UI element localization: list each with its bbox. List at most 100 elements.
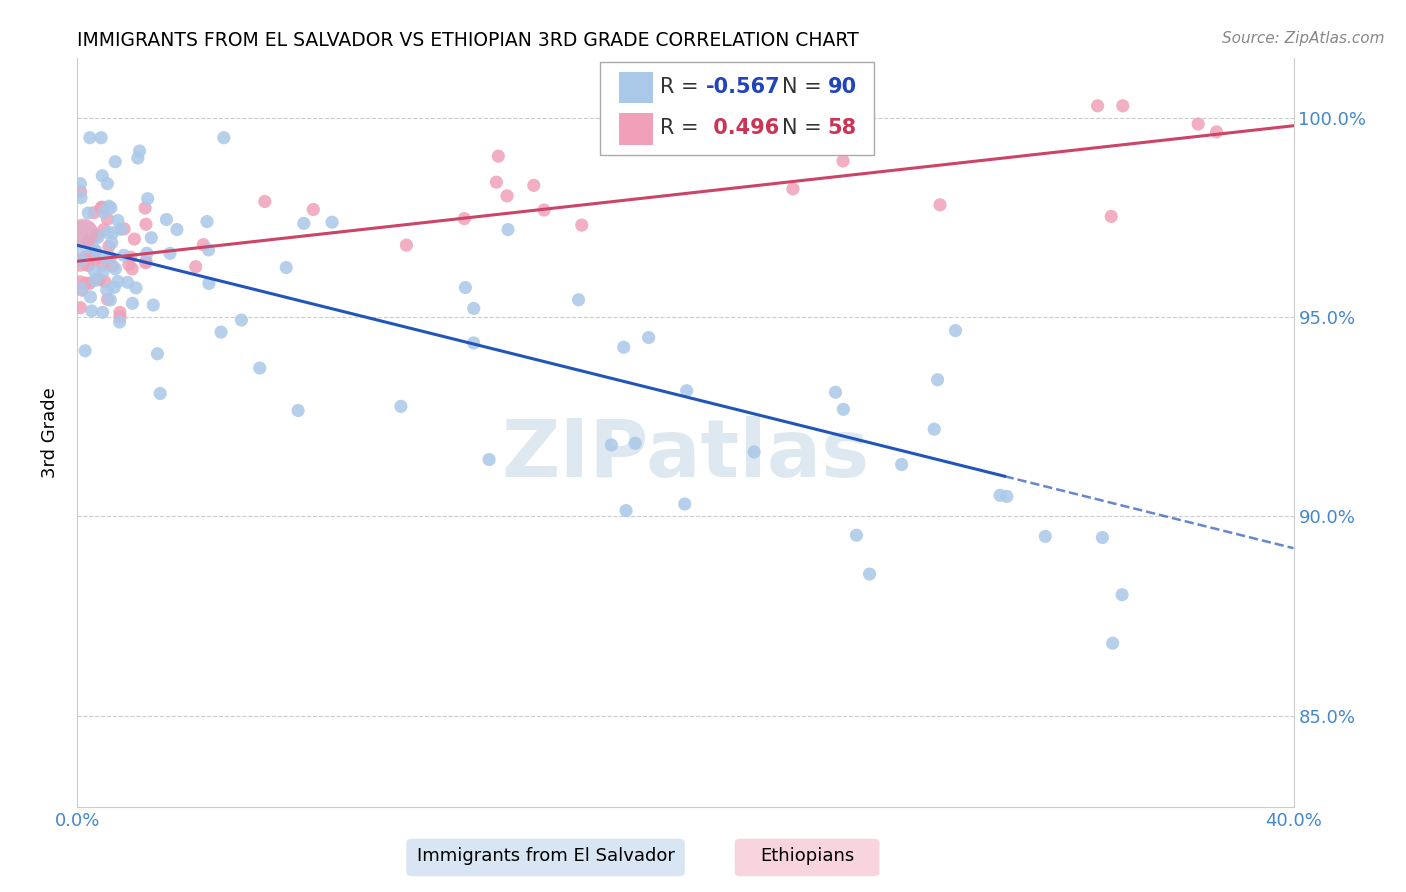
Point bbox=[135, 256, 157, 270]
Point bbox=[496, 189, 519, 203]
Point bbox=[101, 235, 124, 250]
Point bbox=[159, 246, 181, 260]
Point bbox=[69, 185, 91, 199]
Point bbox=[927, 373, 949, 387]
Point bbox=[832, 402, 855, 417]
Point bbox=[84, 244, 107, 258]
Point bbox=[75, 343, 97, 358]
Text: ZIPatlas: ZIPatlas bbox=[502, 416, 869, 494]
Point bbox=[70, 283, 93, 297]
Point bbox=[209, 325, 232, 339]
Point bbox=[995, 490, 1018, 504]
Point bbox=[212, 130, 235, 145]
Point bbox=[107, 274, 129, 288]
Point bbox=[463, 301, 485, 316]
Text: N =: N = bbox=[782, 119, 828, 138]
Text: N =: N = bbox=[782, 77, 828, 97]
Point bbox=[91, 169, 114, 183]
Point bbox=[69, 301, 91, 315]
Point bbox=[166, 222, 188, 236]
Point bbox=[613, 340, 636, 354]
Point bbox=[485, 175, 508, 189]
Point bbox=[108, 315, 131, 329]
Point bbox=[69, 275, 91, 289]
Point bbox=[742, 445, 765, 459]
Point bbox=[77, 234, 100, 248]
Point bbox=[135, 217, 157, 231]
Point bbox=[72, 230, 94, 244]
Point bbox=[198, 277, 221, 291]
Point bbox=[80, 304, 103, 318]
Point bbox=[135, 254, 157, 268]
Point bbox=[75, 276, 97, 290]
Point bbox=[98, 251, 121, 265]
Text: R =: R = bbox=[659, 119, 706, 138]
Point bbox=[1101, 636, 1123, 650]
Point bbox=[231, 313, 253, 327]
Point bbox=[90, 201, 112, 215]
Point bbox=[478, 452, 501, 467]
Point bbox=[292, 216, 315, 230]
Point bbox=[84, 273, 107, 287]
Point bbox=[96, 251, 118, 265]
Point bbox=[127, 151, 149, 165]
Text: 0.496: 0.496 bbox=[706, 119, 779, 138]
Point bbox=[1112, 99, 1135, 113]
Point bbox=[107, 213, 129, 227]
Point bbox=[988, 488, 1011, 502]
Point bbox=[90, 130, 112, 145]
Point bbox=[1033, 529, 1056, 543]
Point bbox=[100, 201, 122, 215]
Point bbox=[104, 154, 127, 169]
Point bbox=[945, 324, 967, 338]
Text: IMMIGRANTS FROM EL SALVADOR VS ETHIOPIAN 3RD GRADE CORRELATION CHART: IMMIGRANTS FROM EL SALVADOR VS ETHIOPIAN… bbox=[77, 31, 859, 50]
Point bbox=[637, 330, 659, 344]
Point bbox=[94, 275, 117, 289]
Point bbox=[79, 130, 101, 145]
Point bbox=[91, 200, 114, 214]
Point bbox=[84, 252, 107, 266]
Point bbox=[93, 222, 115, 236]
Point bbox=[110, 222, 132, 236]
Point bbox=[93, 205, 115, 219]
Point bbox=[104, 261, 127, 276]
Point bbox=[103, 280, 125, 294]
Point bbox=[70, 253, 93, 268]
FancyBboxPatch shape bbox=[619, 113, 652, 145]
Point bbox=[125, 281, 148, 295]
Point bbox=[75, 249, 97, 263]
Point bbox=[69, 258, 91, 272]
Text: R =: R = bbox=[659, 77, 706, 97]
Point bbox=[1087, 99, 1109, 113]
Point bbox=[84, 228, 107, 243]
Point bbox=[149, 386, 172, 401]
FancyBboxPatch shape bbox=[406, 838, 685, 876]
FancyBboxPatch shape bbox=[600, 62, 875, 155]
Point bbox=[567, 293, 589, 307]
Point bbox=[253, 194, 276, 209]
Point bbox=[112, 222, 135, 236]
Point bbox=[673, 497, 696, 511]
Point bbox=[87, 230, 110, 244]
Point bbox=[117, 276, 139, 290]
Point bbox=[463, 335, 485, 350]
Point bbox=[824, 385, 846, 400]
Point bbox=[454, 280, 477, 294]
Point bbox=[75, 252, 97, 267]
Point bbox=[96, 212, 118, 227]
Point bbox=[141, 231, 163, 245]
Point bbox=[389, 400, 412, 414]
Point bbox=[287, 403, 309, 417]
Point bbox=[101, 259, 124, 273]
Point bbox=[76, 258, 98, 272]
Point bbox=[1187, 117, 1209, 131]
Point bbox=[142, 298, 165, 312]
Point bbox=[97, 239, 120, 253]
FancyBboxPatch shape bbox=[735, 838, 879, 876]
Point bbox=[1091, 531, 1114, 545]
Point bbox=[571, 218, 593, 232]
Text: 58: 58 bbox=[828, 119, 856, 138]
Point bbox=[523, 178, 546, 193]
Point bbox=[249, 361, 271, 376]
Point bbox=[1111, 588, 1133, 602]
